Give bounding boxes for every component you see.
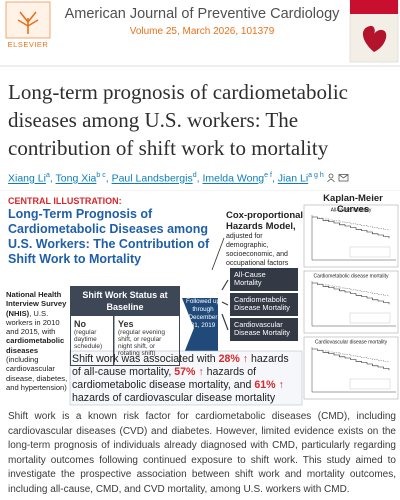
nhis-text: (including cardiovascular disease, diabe…: [6, 355, 68, 392]
author-affiliation: d: [192, 172, 197, 179]
author-name[interactable]: Jian Li: [277, 172, 309, 185]
shift-yes: Yes (regular evening shift, or regular ni…: [114, 316, 180, 366]
outcome-box: Cardiovascular Disease Mortality: [230, 318, 298, 341]
outcome-connectors: [221, 279, 229, 331]
km-frame: [303, 270, 399, 334]
follow-arrow: [182, 298, 218, 358]
no-text: (regular daytime schedule): [74, 329, 103, 350]
no-label: No: [74, 319, 86, 329]
summary-highlight: 28% ↑: [218, 353, 249, 365]
km-curve: [312, 216, 390, 239]
summary-part: hazards of cardiovascular disease mortal…: [72, 392, 276, 404]
volume-info: Volume 25, March 2026, 101379: [129, 26, 275, 37]
nhis-text: , U.S. workers in 2010 and 2015, with: [6, 308, 60, 337]
author-name[interactable]: Tong Xia: [55, 172, 97, 185]
illustration-graphics: All-cause mortality Cardiometabolic disea…: [0, 190, 400, 406]
shift-no: No (regular daytime schedule): [70, 316, 114, 366]
nhis-bold: cardiometabolic diseases: [6, 336, 65, 355]
author-affiliation: a: [45, 172, 50, 179]
km-curve: [312, 282, 390, 297]
yes-label: Yes: [118, 319, 134, 329]
cover-band: [350, 0, 398, 14]
cox-text: adjusted for demographic, socioeconomic,…: [226, 233, 289, 267]
summary-text: Shift work was associated with 28% ↑ haz…: [72, 353, 300, 405]
author-list: Xiang Lia, Tong Xiab c, Paul Landsbergis…: [8, 172, 396, 185]
cox-title: Cox-proportional Hazards Model,: [226, 210, 304, 232]
author-name[interactable]: Imelda Wong: [202, 172, 265, 185]
icon-group: [326, 173, 349, 182]
yes-text: (regular evening shift, or regular night…: [118, 329, 165, 357]
follow-up: Followed up through December 31, 2019: [186, 298, 220, 329]
km-chart-title: All-cause mortality: [331, 207, 372, 213]
cox-pointer: [211, 237, 225, 271]
km-title: Kaplan-Meier Curves: [323, 193, 383, 215]
km-chart-title: Cardiovascular disease mortality: [315, 339, 388, 345]
shift-work-header: Shift Work Status at Baseline: [70, 286, 180, 316]
header-graphics: [0, 0, 400, 67]
km-curve: [312, 348, 390, 363]
author-affiliation: a g h: [308, 172, 324, 179]
cox-model: Cox-proportional Hazards Model, adjusted …: [226, 210, 306, 268]
summary-part: Shift work was associated with: [72, 353, 219, 365]
author-affiliation: e f: [264, 172, 272, 179]
illustration-title: Long-Term Prognosis of Cardiometabolic D…: [8, 207, 210, 266]
author-name[interactable]: Paul Landsbergis: [111, 172, 193, 185]
km-curve: [312, 216, 390, 231]
outcome-box: Cardiometabolic Disease Mortality: [230, 293, 298, 316]
km-charts: All-cause mortality Cardiometabolic disea…: [303, 204, 399, 400]
nhis-bold: National Health Interview Survey (NHIS): [6, 290, 67, 318]
summary-part: hazards of all-cause mortality,: [72, 353, 289, 378]
nhis-description: National Health Interview Survey (NHIS),…: [6, 290, 68, 392]
km-chart-title: Cardiometabolic disease mortality: [313, 273, 389, 279]
km-legend: [349, 312, 391, 324]
km-curve: [312, 348, 390, 371]
author-name[interactable]: Xiang Li: [8, 172, 46, 185]
km-curve: [312, 282, 390, 305]
article-title: Long-term prognosis of cardiometabolic d…: [8, 80, 348, 160]
outcome-box: All-Cause Mortality: [230, 268, 298, 291]
author-affiliation: b c: [96, 172, 106, 179]
km-legend: [349, 378, 391, 390]
km-frame: [303, 336, 399, 400]
cover-heart: [362, 25, 387, 52]
km-legend: [349, 246, 391, 258]
logo-tree: [17, 11, 39, 34]
summary-highlight: 61% ↑: [254, 379, 284, 391]
abstract: Shift work is a known risk factor for ca…: [8, 411, 396, 495]
summary-part: hazards of cardiometabolic disease morta…: [72, 366, 257, 391]
publisher-name: ELSEVIER: [7, 40, 49, 49]
summary-box: [69, 350, 303, 406]
illustration-label: CENTRAL ILLUSTRATION:: [8, 196, 122, 206]
summary-highlight: 57% ↑: [174, 366, 204, 378]
journal-name: American Journal of Preventive Cardiolog…: [64, 6, 340, 22]
author-icons[interactable]: [324, 173, 349, 185]
